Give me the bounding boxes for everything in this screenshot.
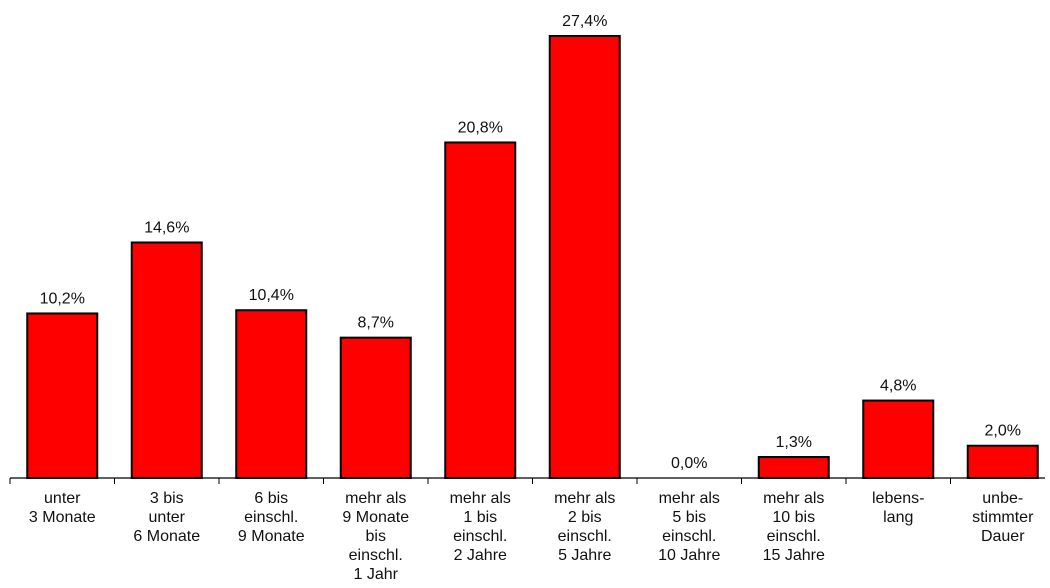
x-tick-label-line: unter xyxy=(44,490,81,507)
data-label: 1,3% xyxy=(776,434,812,451)
x-tick-label-line: 5 bis xyxy=(672,509,706,526)
bar-mehr-als-2-bis-einschl-5-jahre xyxy=(548,35,621,479)
data-label: 20,8% xyxy=(458,119,503,136)
x-tick-label: mehr als 10 bis einschl. 15 Jahre xyxy=(763,490,825,564)
x-tick-label-line: 10 Jahre xyxy=(658,547,720,564)
bar-unter-3-monate xyxy=(26,312,99,479)
x-tick-label-line: Dauer xyxy=(981,528,1025,545)
x-tick-label: mehr als 5 bis einschl. 10 Jahre xyxy=(658,490,720,564)
x-tick-label: mehr als 2 bis einschl. 5 Jahre xyxy=(554,490,615,564)
bar-mehr-als-10-bis-einschl-15-jahre xyxy=(757,456,830,480)
x-tick-label-line: 6 bis xyxy=(254,490,288,507)
x-tick-label-line: mehr als xyxy=(345,490,406,507)
x-tick-label-line: einschl. xyxy=(453,528,507,545)
data-label: 0,0% xyxy=(671,455,707,472)
x-tick-label-line: mehr als xyxy=(450,490,511,507)
x-tick-label-line: lebens- xyxy=(872,490,924,507)
x-tick-label-line: mehr als xyxy=(554,490,615,507)
x-tick-label-line: einschl. xyxy=(767,528,821,545)
bar-3-bis-unter-6-monate xyxy=(130,241,203,479)
x-tick-label-line: 9 Monate xyxy=(238,528,305,545)
bar-unbe-stimmter-dauer xyxy=(966,444,1039,479)
x-tick-label-line: unbe- xyxy=(982,490,1023,507)
bars-group xyxy=(26,35,1039,480)
ticks-group xyxy=(9,478,951,484)
bar-mehr-als-1-bis-einschl-2-jahre xyxy=(444,141,517,479)
x-tick-label-line: einschl. xyxy=(244,509,298,526)
x-tick-label: 3 bis unter 6 Monate xyxy=(133,490,200,545)
bar-6-bis-einschl-9-monate xyxy=(235,309,308,479)
bar-lebens-lang xyxy=(862,399,935,479)
x-tick-label-line: 2 bis xyxy=(568,509,602,526)
x-tick-label: 6 bis einschl. 9 Monate xyxy=(238,490,305,545)
data-label: 2,0% xyxy=(985,423,1021,440)
x-tick-label-line: einschl. xyxy=(662,528,716,545)
x-tick-label-line: bis xyxy=(366,528,386,545)
x-tick-label-line: 2 Jahre xyxy=(454,547,507,564)
x-tick-label-line: einschl. xyxy=(558,528,612,545)
labels-group: 10,2% unter 3 Monate 14,6% 3 bis unter 6 Monat… xyxy=(29,13,1034,583)
x-tick-label-line: mehr als xyxy=(659,490,720,507)
x-tick-label-line: 1 Jahr xyxy=(354,566,399,583)
x-tick-label: mehr als 9 Monate bis einschl. 1 Jahr xyxy=(342,490,409,583)
x-tick-label-line: 5 Jahre xyxy=(558,547,611,564)
x-tick-label: mehr als 1 bis einschl. 2 Jahre xyxy=(450,490,511,564)
data-label: 10,2% xyxy=(40,290,85,307)
x-tick-label-line: 10 bis xyxy=(772,509,815,526)
data-label: 8,7% xyxy=(358,315,394,332)
x-tick-label-line: mehr als xyxy=(763,490,824,507)
x-tick-label-line: 3 bis xyxy=(150,490,184,507)
data-label: 4,8% xyxy=(880,378,916,395)
x-tick-label: unter 3 Monate xyxy=(29,490,96,526)
x-tick-label-line: 3 Monate xyxy=(29,509,96,526)
data-label: 10,4% xyxy=(249,287,294,304)
x-tick-label-line: einschl. xyxy=(349,547,403,564)
x-tick-label: unbe-stimmter Dauer xyxy=(972,490,1034,545)
x-tick-label-line: 1 bis xyxy=(463,509,497,526)
data-label: 14,6% xyxy=(144,219,189,236)
x-tick-label: lebens-lang xyxy=(872,490,924,526)
data-label: 27,4% xyxy=(562,13,607,30)
x-tick-label-line: lang xyxy=(883,509,913,526)
x-tick-label-line: unter xyxy=(149,509,186,526)
x-tick-label-line: stimmter xyxy=(972,509,1034,526)
bar-mehr-als-9-monate-bis-einschl-1-jahr xyxy=(339,336,412,479)
x-tick-label-line: 6 Monate xyxy=(133,528,200,545)
x-tick-label-line: 9 Monate xyxy=(342,509,409,526)
x-tick-label-line: 15 Jahre xyxy=(763,547,825,564)
